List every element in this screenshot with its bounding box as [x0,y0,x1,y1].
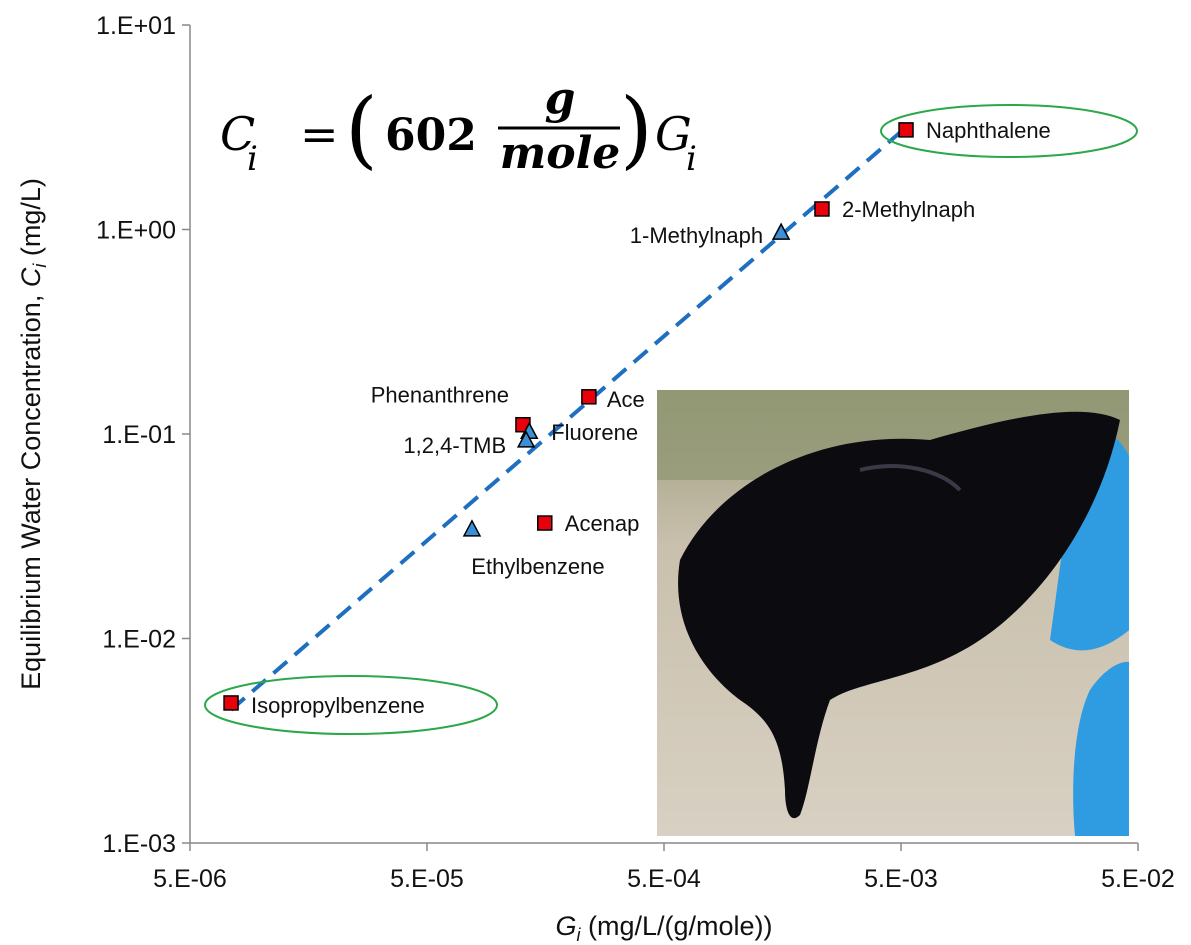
y-tick-label: 1.E+01 [96,12,176,40]
point-label: 2-Methylnaph [842,197,975,222]
y-tick-label: 1.E-03 [102,830,176,858]
eq-paren: ( [345,80,378,178]
x-tick-label: 5.E-04 [627,865,701,893]
point-label: Naphthalene [926,118,1051,143]
y-axis-title: Equilibrium Water Concentration, Ci (mg/… [16,178,50,690]
x-title-var: G [555,911,576,941]
y-title-main: Equilibrium Water Concentration, [16,287,46,690]
eq-paren: ) [620,80,653,178]
y-title-var: C [16,267,46,287]
point-label: Isopropylbenzene [251,693,425,718]
marker-square [582,390,596,404]
equation: C i = ( 602 g mole ) G i [220,73,697,179]
y-tick-label: 1.E-02 [102,626,176,654]
eq-coef: 602 [385,110,477,161]
eq-num: g [545,73,576,124]
x-title-unit: (mg/L/(g/mole)) [580,911,772,941]
x-tick-label: 5.E-06 [153,865,227,893]
x-tick-label: 5.E-02 [1101,865,1175,893]
y-title-unit: (mg/L) [16,178,46,264]
point-label: Ace [607,387,645,412]
marker-triangle [464,521,480,536]
point-label: 1-Methylnaph [630,223,763,248]
marker-square [538,516,552,530]
point-label: Phenanthrene [371,383,509,408]
point-label: Ethylbenzene [471,554,604,579]
eq-equals: = [300,107,339,161]
eq-rhs-sub: i [686,139,697,179]
x-tick-label: 5.E-03 [864,865,938,893]
eq-den: mole [500,128,621,179]
x-axis-title: Gi (mg/L/(g/mole)) [555,911,772,945]
page: {"chart_data": { "type": "scatter", "xlo… [0,0,1191,945]
photo [657,390,1140,836]
marker-square [815,202,829,216]
point-label: Acenap [565,511,640,536]
x-tick-label: 5.E-05 [390,865,464,893]
y-tick-label: 1.E+00 [96,217,176,245]
point-label: 1,2,4-TMB [403,433,506,458]
point-label: Fluorene [551,420,638,445]
eq-lhs-sub: i [247,139,258,179]
chart: 1.E-03 1.E-02 1.E-01 1.E+00 1.E+01 5.E-06 5.E-… [0,0,1191,945]
marker-square [224,696,238,710]
marker-square [899,123,913,137]
y-tick-label: 1.E-01 [102,421,176,449]
